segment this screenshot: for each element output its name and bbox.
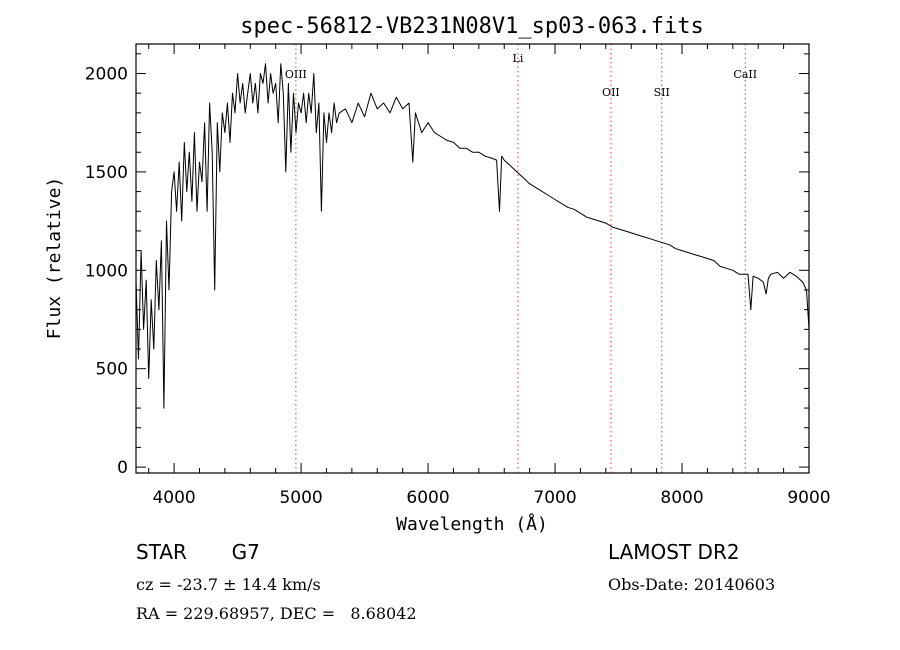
survey-label: LAMOST DR2 [608,540,740,564]
y-tick-label: 0 [117,458,128,478]
y-tick-label: 500 [96,360,128,380]
x-tick-label: 9000 [787,488,830,508]
x-tick-label: 5000 [279,488,322,508]
subclass-label: G7 [231,540,260,564]
x-tick-label: 7000 [533,488,576,508]
spectrum-series [135,63,810,409]
redshift-readout: cz = -23.7 ± 14.4 km/s [136,575,321,594]
x-tick-label: 8000 [660,488,703,508]
y-tick-label: 1000 [85,261,128,281]
line-label-li: Li [513,52,524,65]
line-label-oii: OII [602,86,620,99]
obs-date: Obs-Date: 20140603 [608,575,776,594]
chart-title: spec-56812-VB231N08V1_sp03-063.fits [240,14,704,39]
axis-ticks: 4000 5000 6000 7000 8000 9000 0 500 1000 1500 2000 [85,44,831,508]
line-label-oiii: OIII [285,68,307,81]
plot-frame [135,43,810,474]
object-class: STAR G7 [136,540,260,564]
x-tick-label: 6000 [406,488,449,508]
x-tick-label: 4000 [152,488,195,508]
object-class-label: STAR [136,540,187,564]
spectrum-line [135,63,810,409]
y-tick-label: 1500 [85,163,128,183]
line-label-caii: CaII [733,68,757,81]
y-axis-label: Flux (relative) [44,177,65,340]
coordinates: RA = 229.68957, DEC = 8.68042 [136,604,417,623]
x-axis-label: Wavelength (Å) [396,513,548,535]
y-tick-label: 2000 [85,65,128,85]
spectral-line-markers: OIII Li OII SII CaII [285,44,757,473]
line-label-sii: SII [654,86,670,99]
